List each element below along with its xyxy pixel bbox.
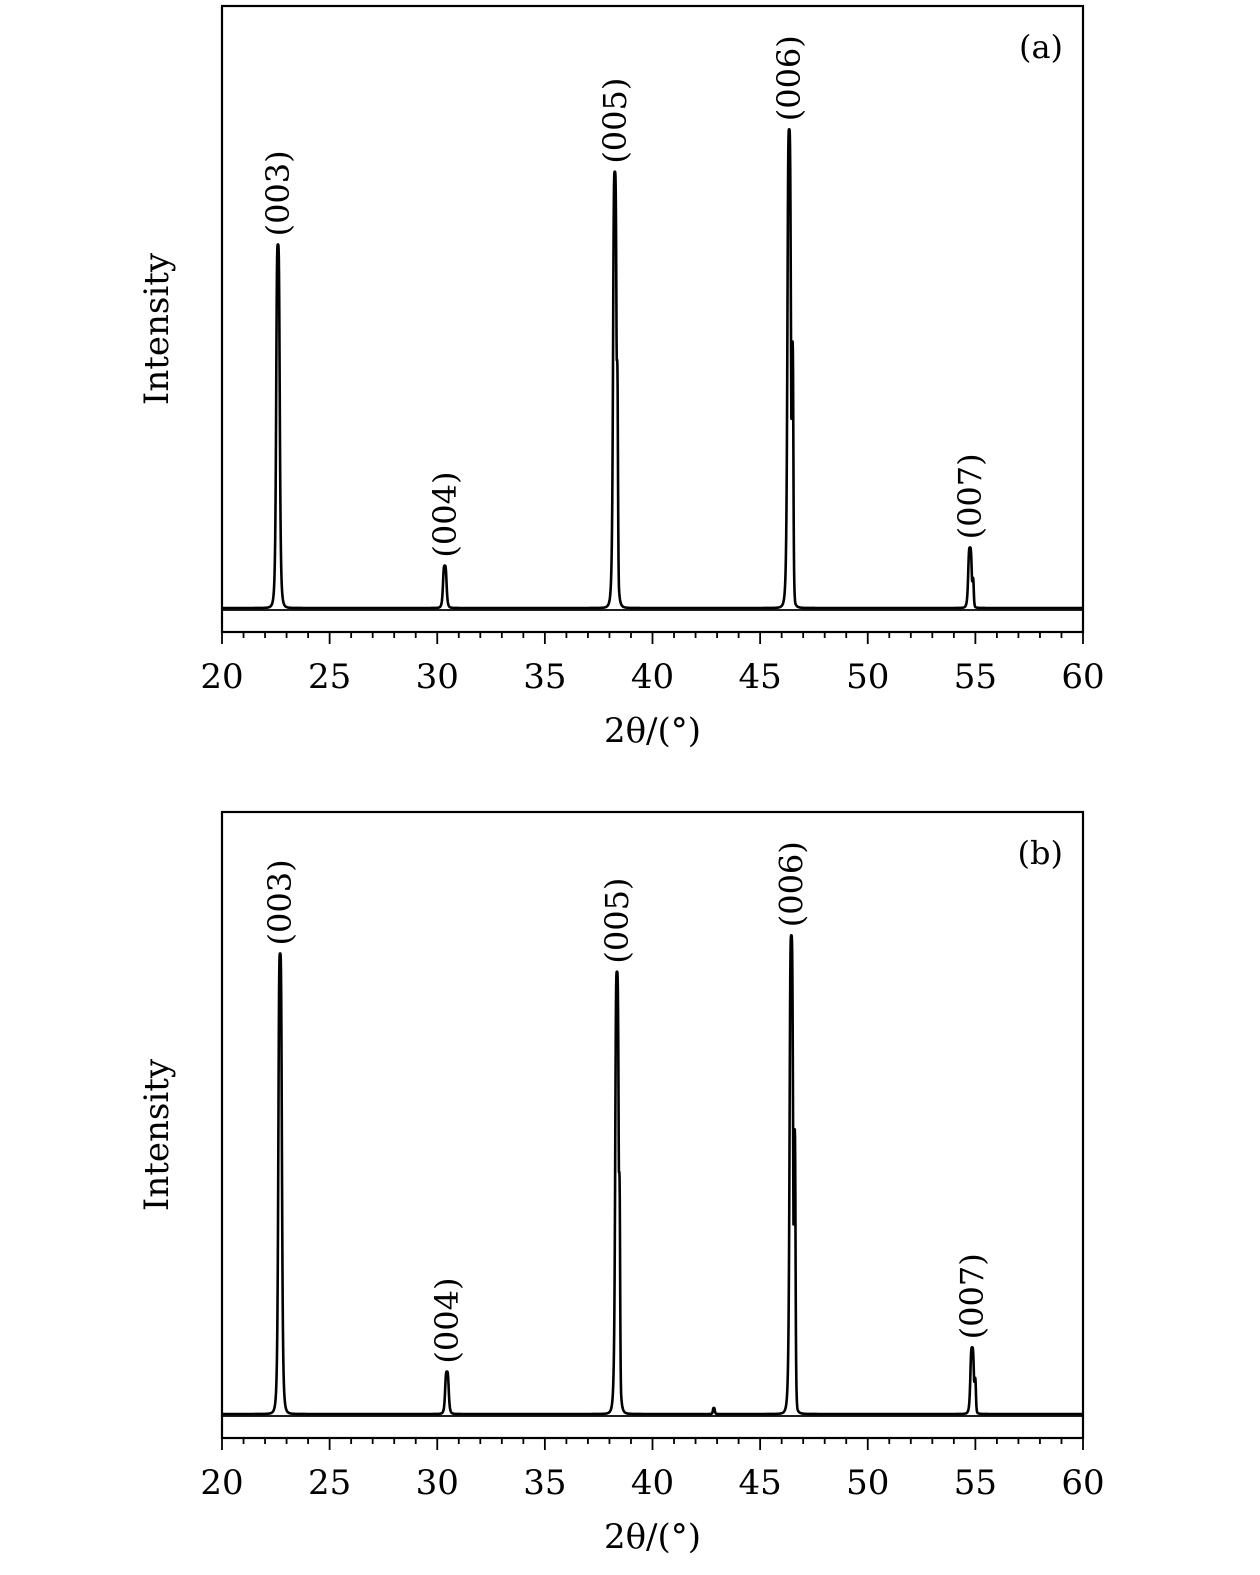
- x-tick-label: 20: [200, 1463, 243, 1503]
- x-axis-label: 2θ/(°): [604, 711, 701, 751]
- x-tick-label: 35: [523, 657, 566, 697]
- xrd-trace: [220, 127, 1085, 610]
- y-axis-label: Intensity: [137, 252, 177, 405]
- plot-frame: [220, 810, 1085, 1440]
- x-tick-label: 35: [523, 1463, 566, 1503]
- peak-label: (005): [596, 78, 634, 164]
- chart-panel-b: 20 25 30 35 40 45 50 55 60 2θ/(°) Intensity (b) (003…: [137, 810, 1105, 1557]
- y-axis-label: Intensity: [137, 1058, 177, 1211]
- panel-label: (a): [1019, 28, 1063, 66]
- peak-label: (006): [772, 841, 810, 927]
- x-tick-label: 50: [846, 1463, 889, 1503]
- xrd-trace: [220, 933, 1085, 1416]
- x-tick-label: 45: [738, 1463, 781, 1503]
- x-tick-label: 55: [954, 1463, 997, 1503]
- peak-label: (007): [951, 453, 989, 539]
- peak-label: (006): [770, 35, 808, 121]
- peak-label: (005): [598, 878, 636, 964]
- x-tick-label: 45: [738, 657, 781, 697]
- x-tick-label: 30: [416, 657, 459, 697]
- panel-label: (b): [1018, 834, 1063, 872]
- peak-label: (004): [426, 472, 464, 558]
- x-tick-label: 25: [308, 657, 351, 697]
- peak-label: (003): [259, 150, 297, 236]
- peak-label: (004): [428, 1278, 466, 1364]
- x-tick-label: 40: [631, 1463, 674, 1503]
- x-tick-label: 55: [954, 657, 997, 697]
- x-tick-label: 60: [1061, 657, 1104, 697]
- x-tick-label: 60: [1061, 1463, 1104, 1503]
- chart-panel-a: 20 25 30 35 40 45 50 55 60 2θ/(°) Intensity (a) (003…: [137, 4, 1105, 751]
- x-tick-label: 20: [200, 657, 243, 697]
- x-tick-label: 25: [308, 1463, 351, 1503]
- x-axis-label: 2θ/(°): [604, 1517, 701, 1557]
- peak-label: (003): [261, 859, 299, 945]
- x-tick-label: 50: [846, 657, 889, 697]
- x-tick-label: 30: [416, 1463, 459, 1503]
- x-tick-label: 40: [631, 657, 674, 697]
- peak-label: (007): [953, 1253, 991, 1339]
